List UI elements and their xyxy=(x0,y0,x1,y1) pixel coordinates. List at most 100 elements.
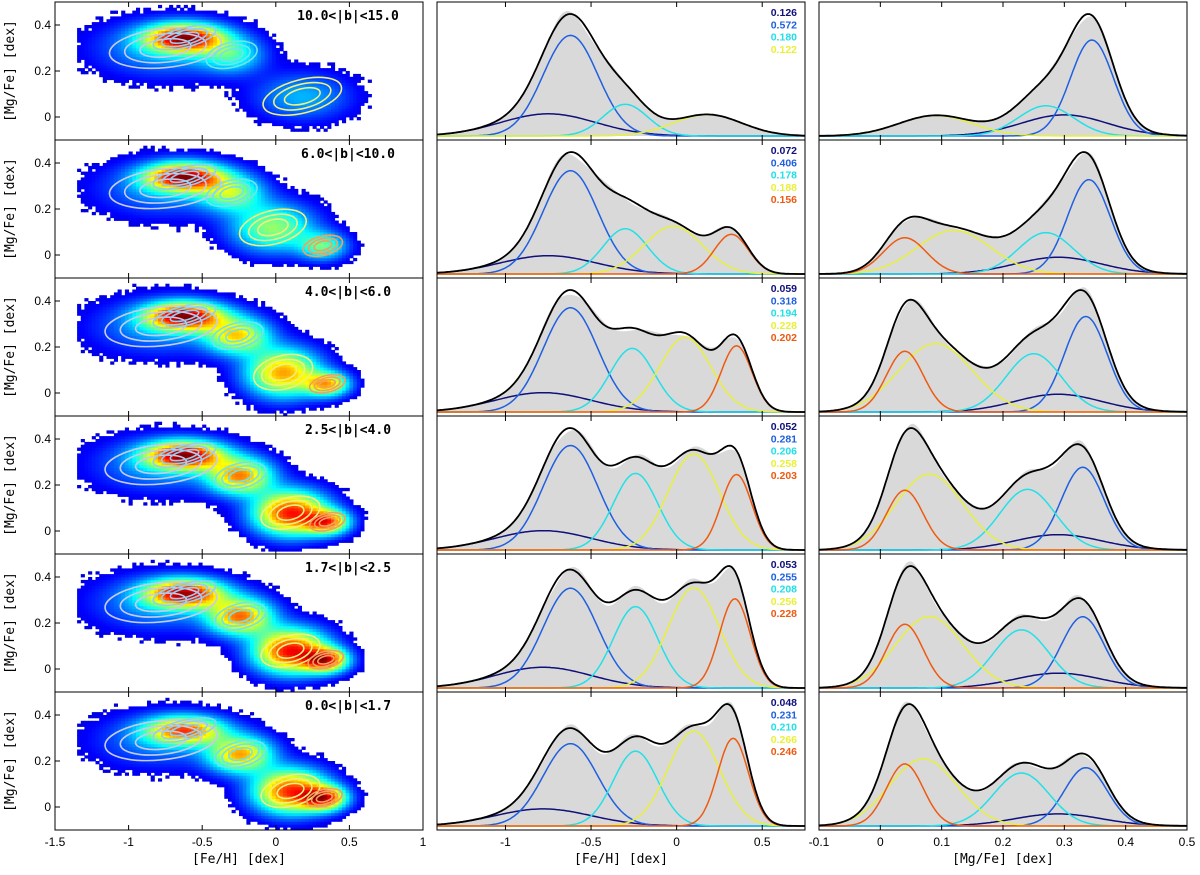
density-cell xyxy=(283,85,288,89)
density-cell xyxy=(272,71,277,75)
density-cell xyxy=(323,237,328,242)
density-cell xyxy=(356,102,361,106)
density-cell xyxy=(198,191,203,195)
density-cell xyxy=(246,65,251,69)
density-cell xyxy=(264,186,269,190)
density-cell xyxy=(305,73,310,78)
density-cell xyxy=(158,19,163,23)
density-cell xyxy=(279,45,284,49)
component-contour xyxy=(273,81,332,111)
density-cell xyxy=(220,378,225,382)
density-cell xyxy=(191,295,196,299)
density-cell xyxy=(297,214,302,219)
density-cell xyxy=(342,96,347,101)
density-cell xyxy=(198,206,203,210)
density-cell xyxy=(139,19,144,23)
density-cell xyxy=(228,22,233,26)
density-cell xyxy=(202,358,207,362)
density-cell xyxy=(187,200,192,204)
density-cell xyxy=(128,76,133,81)
density-cell xyxy=(331,223,336,227)
component-contour xyxy=(169,31,200,45)
density-cell xyxy=(143,7,148,11)
density-cell xyxy=(279,105,284,109)
density-cell xyxy=(102,65,107,69)
density-cell xyxy=(202,223,207,227)
density-cell xyxy=(158,324,163,328)
density-cell xyxy=(213,160,218,164)
density-cell xyxy=(88,56,93,60)
density-cell xyxy=(264,249,269,253)
density-cell xyxy=(139,341,144,345)
density-cell xyxy=(194,324,199,328)
density-cell xyxy=(353,246,358,250)
density-cell xyxy=(235,157,240,161)
density-cell xyxy=(117,295,122,299)
density-cell xyxy=(183,347,188,351)
density-cell xyxy=(106,298,111,302)
density-cell xyxy=(198,13,203,17)
density-cell xyxy=(242,27,247,32)
density-cell xyxy=(239,79,244,83)
density-cell xyxy=(231,252,236,256)
density-cell xyxy=(113,301,118,305)
density-cell xyxy=(297,88,302,92)
density-cell xyxy=(165,148,170,152)
density-cell xyxy=(356,240,361,244)
density-cell xyxy=(231,22,236,26)
density-cell xyxy=(113,352,118,357)
density-cell xyxy=(180,13,185,17)
density-cell xyxy=(235,226,240,230)
density-cell xyxy=(209,292,214,296)
density-cell xyxy=(220,358,225,362)
density-cell xyxy=(312,99,317,104)
density-cell xyxy=(169,76,174,81)
density-cell xyxy=(275,174,280,178)
density-cell xyxy=(124,68,129,72)
density-cell xyxy=(80,309,85,313)
density-cell xyxy=(194,160,199,164)
density-cell xyxy=(261,48,266,52)
density-cell xyxy=(250,191,255,195)
density-cell xyxy=(253,105,258,109)
density-cell xyxy=(290,243,295,247)
density-cell xyxy=(220,22,225,26)
density-cell xyxy=(113,56,118,60)
component-contour xyxy=(262,76,343,116)
density-cell xyxy=(117,160,122,164)
density-cell xyxy=(316,76,321,81)
density-cell xyxy=(154,88,159,92)
density-cell xyxy=(117,33,122,37)
density-cell xyxy=(88,326,93,331)
density-cell xyxy=(261,200,266,204)
density-cell xyxy=(124,318,129,322)
density-cell xyxy=(264,229,269,233)
density-cell xyxy=(308,240,313,244)
density-cell xyxy=(121,171,126,175)
density-cell xyxy=(121,71,126,75)
density-cell xyxy=(220,177,225,181)
density-cell xyxy=(99,324,104,328)
density-cell xyxy=(261,209,266,213)
density-cell xyxy=(102,315,107,319)
density-cell xyxy=(349,82,354,86)
density-cell xyxy=(253,197,258,201)
density-cell xyxy=(176,352,181,357)
density-cell xyxy=(290,232,295,236)
density-cell xyxy=(95,177,100,181)
density-cell xyxy=(194,157,199,161)
density-cell xyxy=(161,214,166,219)
density-cell xyxy=(264,48,269,52)
density-cell xyxy=(80,71,85,75)
density-cell xyxy=(136,165,141,170)
density-cell xyxy=(95,194,100,198)
density-cell xyxy=(253,240,258,244)
density-cell xyxy=(158,329,163,334)
density-cell xyxy=(147,165,152,170)
density-cell xyxy=(209,315,214,319)
density-cell xyxy=(327,119,332,124)
density-cell xyxy=(213,45,218,49)
density-cell xyxy=(205,171,210,175)
density-cell xyxy=(158,188,163,193)
density-cell xyxy=(132,165,137,170)
